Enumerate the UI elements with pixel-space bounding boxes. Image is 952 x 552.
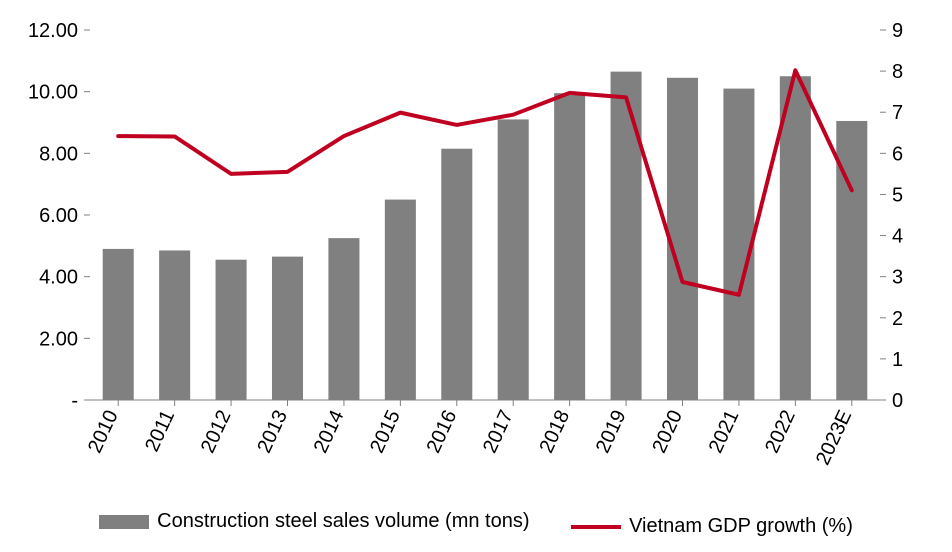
svg-text:-: - [71, 390, 78, 412]
svg-text:9: 9 [892, 20, 903, 42]
legend-swatch-line [571, 525, 621, 529]
svg-text:2: 2 [892, 308, 903, 330]
legend-item-line: Vietnam GDP growth (%) [571, 515, 853, 538]
svg-text:8: 8 [892, 61, 903, 83]
svg-text:12.00: 12.00 [28, 20, 78, 42]
svg-text:2.00: 2.00 [39, 328, 78, 350]
svg-text:0: 0 [892, 390, 903, 412]
legend-label-line: Vietnam GDP growth (%) [629, 515, 853, 538]
svg-text:6: 6 [892, 143, 903, 165]
svg-text:5: 5 [892, 184, 903, 206]
svg-text:8.00: 8.00 [39, 143, 78, 165]
svg-text:4: 4 [892, 226, 903, 248]
svg-text:6.00: 6.00 [39, 205, 78, 227]
svg-text:1: 1 [892, 349, 903, 371]
legend-label-bars: Construction steel sales volume (mn tons… [157, 510, 529, 533]
chart-container: -2.004.006.008.0010.0012.000123456789201… [0, 0, 952, 552]
svg-text:7: 7 [892, 102, 903, 124]
svg-text:10.00: 10.00 [28, 82, 78, 104]
legend-swatch-bar [99, 515, 149, 529]
legend: Construction steel sales volume (mn tons… [0, 510, 952, 538]
combo-chart: -2.004.006.008.0010.0012.000123456789201… [0, 0, 952, 552]
svg-text:3: 3 [892, 267, 903, 289]
svg-text:4.00: 4.00 [39, 267, 78, 289]
legend-item-bars: Construction steel sales volume (mn tons… [99, 510, 529, 533]
